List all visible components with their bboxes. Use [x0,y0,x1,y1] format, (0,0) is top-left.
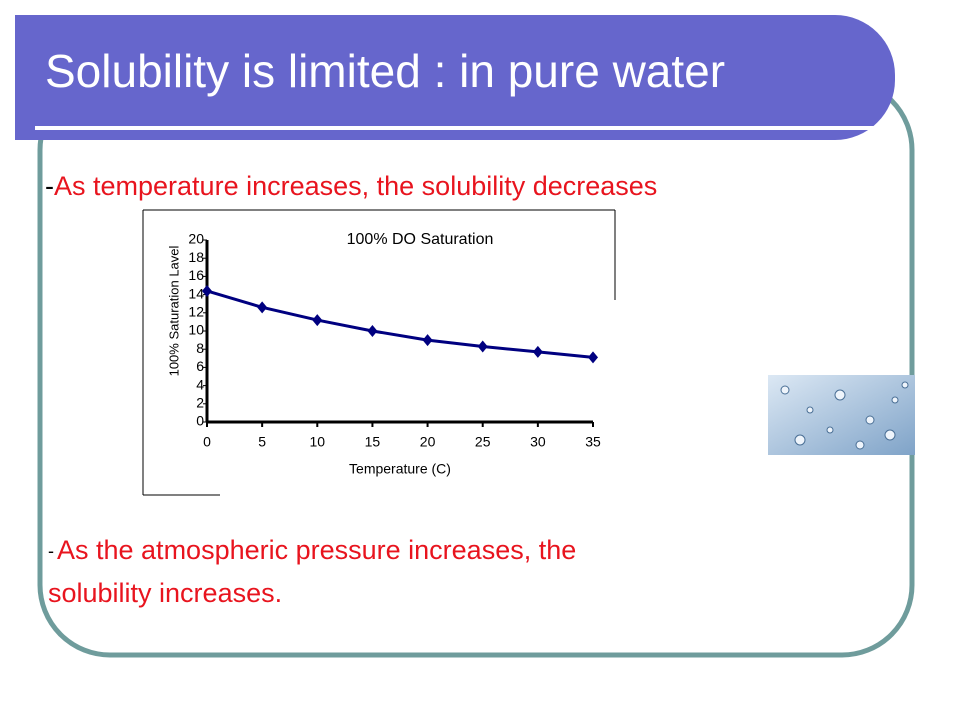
y-tick-label: 18 [188,249,204,265]
x-tick-label: 30 [530,434,546,450]
data-point [202,284,212,297]
x-axis-label: Temperature (C) [349,461,451,477]
y-tick-label: 6 [196,358,204,374]
bubbles-image [768,375,915,455]
chart-title: 100% DO Saturation [347,231,494,248]
data-point [588,351,598,364]
y-tick-label: 14 [188,285,204,301]
y-tick-label: 0 [196,413,204,429]
y-tick-label: 10 [188,322,204,338]
data-point [367,325,378,337]
bullet-text: solubility increases. [48,578,282,608]
y-axis-label: 100% Saturation Lavel [166,245,181,376]
y-tick-label: 2 [196,395,204,411]
bullet: - As the atmospheric pressure increases, … [48,535,576,565]
title-bar [15,15,895,140]
data-point [257,301,268,314]
y-tick-label: 16 [188,267,204,283]
bullet-text: As the atmospheric pressure increases, t… [57,535,576,565]
bullet-marker: - [45,171,54,201]
y-tick-label: 12 [188,304,204,320]
x-tick-label: 5 [258,434,266,450]
y-tick-label: 4 [196,376,204,392]
bullet-marker: - [48,541,54,561]
x-tick-label: 15 [365,434,381,450]
data-point [477,340,488,353]
data-line [206,289,594,359]
y-tick-label: 8 [196,340,204,356]
x-tick-label: 10 [309,434,325,450]
data-point [312,314,323,327]
x-tick-label: 35 [585,434,601,450]
data-point [422,334,433,347]
bullet: -As temperature increases, the solubilit… [45,171,657,201]
data-point [532,345,543,358]
slide-title: Solubility is limited : in pure water [45,45,725,97]
x-tick-label: 0 [203,434,211,450]
bullet-text: As temperature increases, the solubility… [54,171,657,201]
chart-frame [142,209,616,496]
chart: 100% DO Saturation 100% Saturation Lavel T… [166,231,601,477]
x-tick-label: 25 [475,434,491,450]
y-tick-label: 20 [188,231,204,247]
x-tick-label: 20 [420,434,436,450]
